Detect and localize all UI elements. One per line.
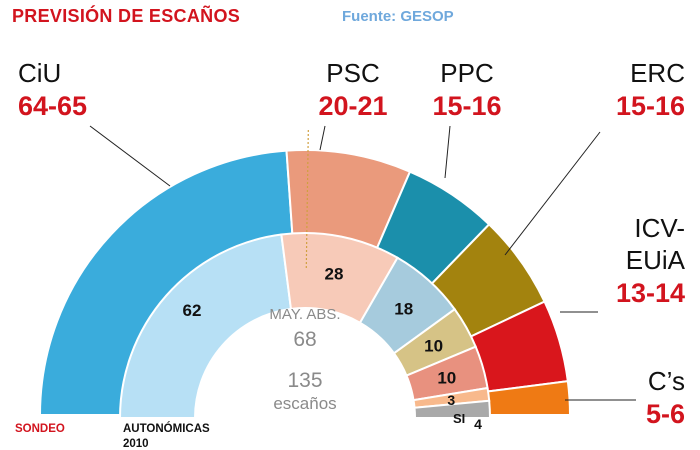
party-name-psc: PSC: [326, 58, 379, 88]
majority-label: MAY. ABS.: [269, 306, 340, 323]
outer-ring: [38, 149, 572, 416]
party-range-icv-euia: 13-14: [616, 278, 685, 308]
majority-line: [305, 130, 309, 271]
party-range-ciu: 64-65: [18, 91, 87, 121]
inner-ring-label-year: 2010: [123, 438, 149, 450]
party-name-c-s: C’s: [648, 366, 685, 396]
inner-value-psc: 28: [325, 264, 344, 283]
party-name-icv-euia-line-1: ICV-: [634, 213, 685, 243]
inner-value-icv-euia: 10: [437, 368, 456, 387]
party-name-erc: ERC: [630, 58, 685, 88]
inner-value-c-s: 3: [447, 392, 455, 408]
inner-ring-label: AUTONÓMICAS: [123, 422, 210, 435]
leader-line-psc: [319, 125, 326, 151]
si-label: SI: [453, 411, 465, 426]
party-name-icv-euia-line-2: EUiA: [626, 245, 686, 275]
party-range-erc: 15-16: [616, 91, 685, 121]
inner-value-ciu: 62: [183, 301, 202, 320]
party-range-c-s: 5-6: [646, 399, 685, 429]
party-labels: CiU64-65PSC20-21PPC15-16ERC15-16ICV-EUiA…: [18, 58, 686, 429]
party-range-ppc: 15-16: [432, 91, 501, 121]
leader-line-erc: [504, 131, 601, 256]
leader-lines: [89, 125, 636, 401]
inner-ring: [118, 232, 492, 419]
inner-value-ppc: 18: [394, 299, 413, 318]
inner-segment-si: [413, 399, 492, 419]
chart-title: PREVISIÓN DE ESCAÑOS: [12, 5, 240, 26]
inner-value-si: 4: [474, 416, 482, 432]
majority-value: 68: [293, 328, 316, 351]
leader-line-ppc: [444, 125, 451, 179]
party-range-psc: 20-21: [318, 91, 387, 121]
total-seats-label: escaños: [273, 394, 336, 413]
party-name-ciu: CiU: [18, 58, 61, 88]
chart-source: Fuente: GESOP: [342, 8, 454, 25]
leader-line-ciu: [89, 125, 171, 187]
total-seats-value: 135: [287, 369, 322, 392]
inner-value-erc: 10: [424, 337, 443, 356]
party-name-ppc: PPC: [440, 58, 493, 88]
inner-segment-ciu: [118, 233, 293, 419]
inner-value-labels: 62 28 18 10 10 3 4: [183, 264, 483, 432]
outer-ring-label: SONDEO: [15, 423, 65, 435]
